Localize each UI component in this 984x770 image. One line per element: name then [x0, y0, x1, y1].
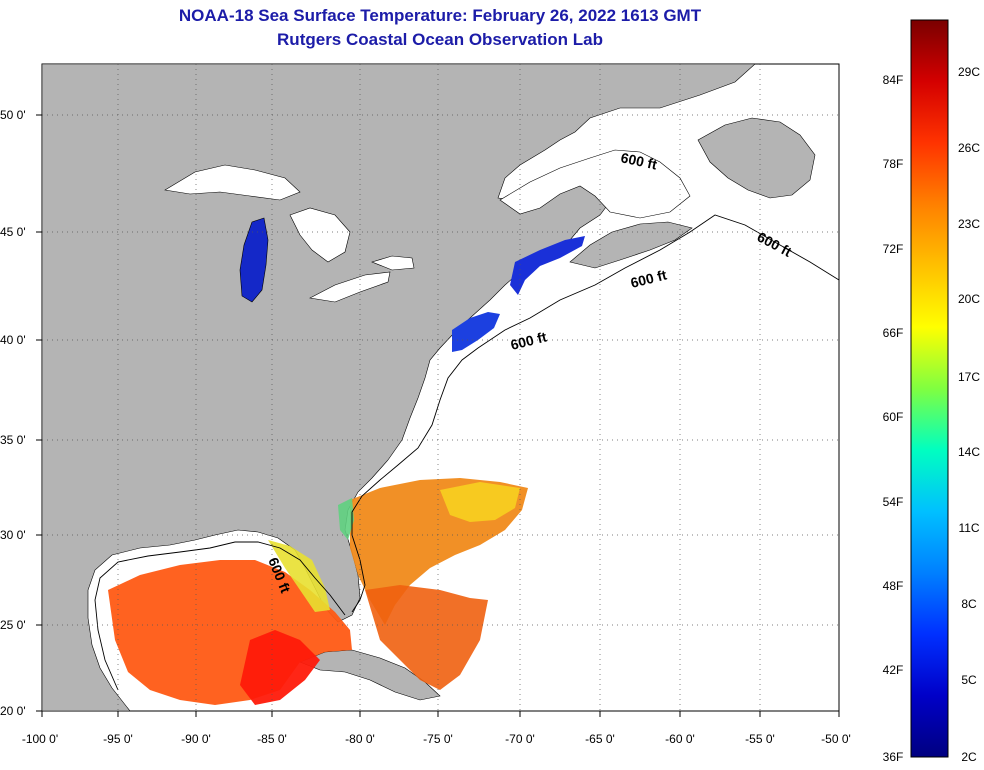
colorbar-celsius-labels: 29C 26C 23C 20C 17C 14C 11C 8C 5C 2C — [958, 65, 980, 764]
colorbar-f-label: 48F — [883, 579, 904, 593]
lat-label: 20 0' — [0, 704, 26, 718]
sst-swath-gulf-of-maine — [510, 236, 585, 295]
lon-label: -70 0' — [505, 732, 535, 746]
map-subtitle: Rutgers Coastal Ocean Observation Lab — [277, 30, 603, 49]
contour-600ft — [94, 214, 839, 691]
lon-label: -60 0' — [665, 732, 695, 746]
colorbar-fahrenheit-labels: 84F 78F 72F 66F 60F 54F 48F 42F 36F — [883, 73, 904, 764]
lon-label: -85 0' — [257, 732, 287, 746]
lon-label: -100 0' — [22, 732, 58, 746]
lon-label: -65 0' — [585, 732, 615, 746]
colorbar-f-label: 84F — [883, 73, 904, 87]
sst-swath-new-england — [452, 312, 500, 352]
land-north-america — [42, 64, 756, 711]
land-nova-scotia — [569, 221, 693, 269]
axis-ticks — [36, 114, 840, 717]
colorbar-c-label: 2C — [961, 750, 977, 764]
colorbar-c-label: 17C — [958, 370, 980, 384]
lon-label: -80 0' — [345, 732, 375, 746]
lon-label: -95 0' — [103, 732, 133, 746]
colorbar-c-label: 29C — [958, 65, 980, 79]
lat-label: 35 0' — [0, 433, 26, 447]
colorbar-f-label: 42F — [883, 663, 904, 677]
land-newfoundland — [697, 117, 816, 199]
lon-label: -55 0' — [745, 732, 775, 746]
sst-swath-bahamas — [365, 585, 488, 690]
colorbar-c-label: 11C — [958, 521, 979, 535]
sst-swath-florida-gulf-coast — [268, 540, 330, 612]
lat-label: 25 0' — [0, 618, 26, 632]
lat-label: 45 0' — [0, 225, 26, 239]
lat-label: 40 0' — [0, 333, 26, 347]
colorbar — [910, 19, 949, 758]
colorbar-c-label: 23C — [958, 217, 980, 231]
colorbar-f-label: 36F — [883, 750, 904, 764]
lake-superior — [164, 164, 301, 201]
colorbar-f-label: 66F — [883, 326, 904, 340]
colorbar-c-label: 14C — [958, 445, 980, 459]
colorbar-f-label: 78F — [883, 157, 904, 171]
colorbar-c-label: 8C — [961, 597, 977, 611]
lon-label: -75 0' — [423, 732, 453, 746]
lake-huron — [289, 207, 351, 263]
lon-labels: -100 0' -95 0' -90 0' -85 0' -80 0' -75 … — [22, 732, 851, 746]
lon-label: -50 0' — [821, 732, 851, 746]
contour-label-1: 600 ft — [619, 149, 658, 172]
lon-label: -90 0' — [181, 732, 211, 746]
sst-swath-florida-coast — [338, 498, 354, 540]
sst-swath-atlantic-offshore — [440, 482, 520, 522]
colorbar-f-label: 72F — [883, 242, 904, 256]
lat-labels: 50 0' 45 0' 40 0' 35 0' 30 0' 25 0' 20 0… — [0, 108, 26, 718]
lake-michigan — [239, 217, 269, 303]
map-title: NOAA-18 Sea Surface Temperature: Februar… — [178, 6, 702, 25]
colorbar-c-label: 26C — [958, 141, 980, 155]
colorbar-c-label: 5C — [961, 673, 977, 687]
colorbar-f-label: 60F — [883, 410, 904, 424]
colorbar-f-label: 54F — [883, 495, 904, 509]
lat-label: 30 0' — [0, 528, 26, 542]
lake-ontario — [371, 255, 415, 271]
lake-erie — [309, 271, 391, 303]
lat-label: 50 0' — [0, 108, 26, 122]
colorbar-c-label: 20C — [958, 292, 980, 306]
sst-swath-caribbean — [240, 630, 320, 705]
